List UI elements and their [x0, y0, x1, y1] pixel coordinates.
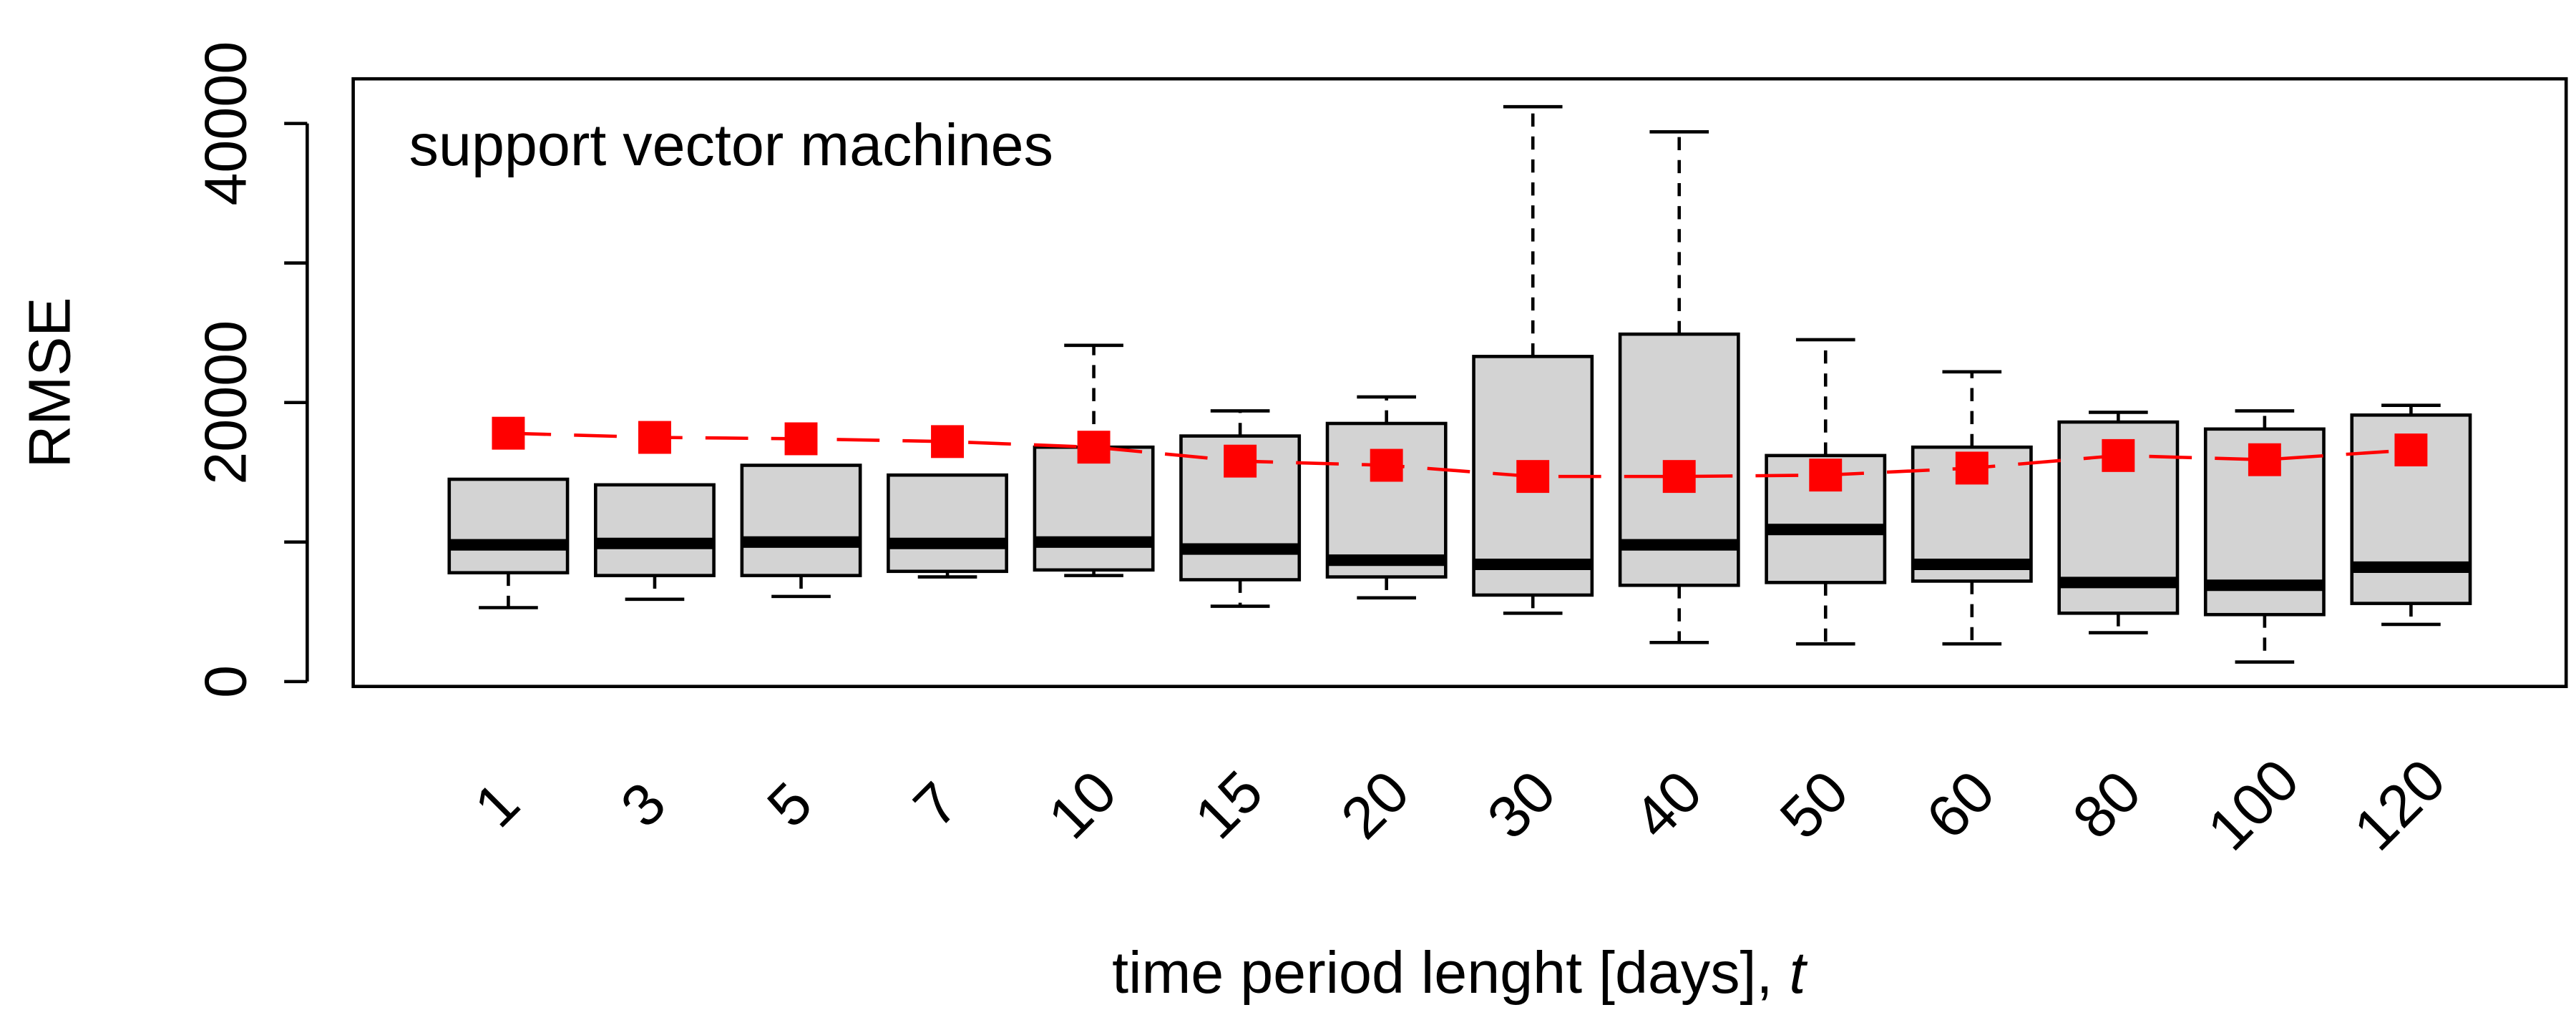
- mean-marker: [1077, 431, 1111, 464]
- mean-marker: [1224, 444, 1257, 478]
- box: [887, 473, 1008, 574]
- mean-marker: [2102, 438, 2135, 472]
- chart-title: support vector machines: [409, 112, 1053, 178]
- box: [1033, 445, 1155, 572]
- x-tick-label: 120: [2341, 746, 2458, 863]
- x-tick-label: 80: [2060, 757, 2154, 851]
- mean-marker: [638, 421, 671, 454]
- mean-marker: [1662, 460, 1696, 494]
- x-axis-label: time period lenght [days], t: [1112, 939, 1807, 1006]
- x-tick-label: 50: [1767, 757, 1861, 851]
- x-tick-label: 5: [754, 770, 824, 840]
- x-tick-label: 10: [1035, 757, 1129, 851]
- x-tick-label: 7: [901, 770, 971, 840]
- mean-marker: [2394, 433, 2428, 467]
- mean-marker: [1809, 458, 1843, 492]
- y-tick-label: 20000: [192, 320, 258, 485]
- box: [740, 464, 862, 577]
- box: [594, 483, 716, 577]
- x-tick-label: 30: [1475, 757, 1568, 851]
- box: [1325, 421, 1448, 579]
- mean-marker: [1370, 448, 1403, 482]
- x-tick-label: 3: [608, 770, 678, 840]
- x-tick-label: 40: [1621, 757, 1714, 851]
- mean-marker: [784, 422, 818, 456]
- y-tick-label: 40000: [192, 41, 258, 206]
- box: [447, 477, 570, 575]
- mean-marker: [2248, 443, 2281, 476]
- mean-marker: [1955, 451, 1989, 485]
- x-axis-label-text: time period lenght [days],: [1112, 939, 1772, 1006]
- x-tick-label: 1: [462, 770, 532, 840]
- y-axis-label: RMSE: [16, 298, 83, 469]
- mean-marker: [931, 425, 965, 458]
- y-tick-label: 0: [192, 665, 258, 698]
- mean-line: [508, 431, 2411, 479]
- x-tick-label: 100: [2195, 746, 2311, 863]
- x-tick-label: 15: [1182, 757, 1276, 851]
- mean-marker: [492, 416, 525, 450]
- mean-marker: [1516, 460, 1550, 494]
- plot-frame: [351, 77, 2568, 688]
- x-tick-label: 60: [1913, 757, 2007, 851]
- x-tick-label: 20: [1328, 757, 1422, 851]
- x-axis-label-var: t: [1789, 939, 1807, 1006]
